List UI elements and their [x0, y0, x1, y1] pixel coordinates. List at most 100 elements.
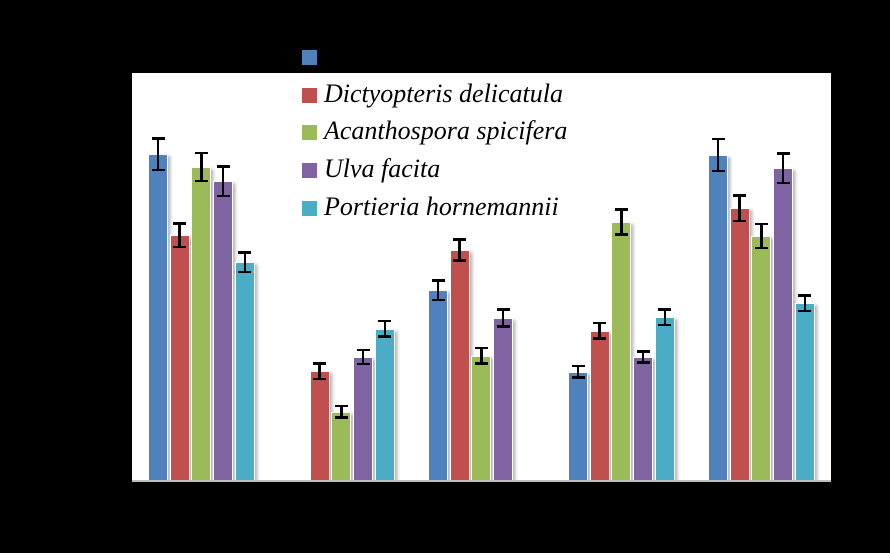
error-line [361, 348, 365, 366]
error-cap-bottom [216, 194, 230, 198]
error-cap-bottom [356, 362, 370, 366]
legend-item-5: Portieria hornemannii [302, 189, 567, 227]
error-bar-series2-group2 [334, 404, 348, 419]
error-line [221, 165, 225, 198]
error-line [200, 151, 203, 183]
legend-swatch-icon [302, 87, 317, 103]
bar-series3-group4 [633, 357, 654, 481]
error-cap-bottom [614, 233, 628, 236]
error-bar-series1-group2 [313, 362, 327, 380]
error-bar-series2-group5 [754, 222, 768, 250]
error-cap-bottom [431, 298, 445, 302]
bar-series1-group3 [449, 249, 470, 481]
error-bar-series3-group5 [776, 152, 790, 185]
error-line [760, 222, 763, 250]
error-line [576, 364, 580, 379]
error-bar-series4-group1 [238, 251, 252, 274]
error-cap-bottom [636, 361, 650, 364]
error-line [598, 321, 601, 340]
bar-series1-group4 [589, 330, 610, 481]
error-line [716, 137, 720, 173]
error-cap-bottom [313, 377, 327, 380]
error-line [738, 194, 741, 223]
error-cap-bottom [571, 376, 585, 379]
error-cap-bottom [754, 246, 768, 250]
error-line [243, 251, 247, 274]
error-bar-series4-group5 [798, 294, 812, 313]
error-cap-bottom [658, 323, 672, 326]
error-line [340, 404, 343, 419]
error-cap-bottom [173, 245, 187, 249]
error-bar-series3-group2 [356, 348, 370, 366]
legend-item-1 [302, 39, 567, 77]
bar-series0-group1 [148, 154, 168, 481]
error-bar-series1-group1 [173, 222, 187, 249]
error-line [663, 308, 667, 326]
error-line [458, 238, 461, 262]
error-line [178, 222, 181, 249]
legend-label: Acanthospora spicifera [324, 116, 568, 146]
bar-series0-group4 [568, 371, 588, 481]
error-bar-series0-group3 [431, 279, 445, 302]
error-bar-series4-group4 [658, 308, 672, 326]
bar-series4-group2 [374, 328, 395, 481]
error-bar-series1-group5 [733, 194, 747, 223]
error-line [436, 279, 440, 302]
legend-swatch-icon [302, 50, 317, 66]
legend-item-2: Dictyopteris delicatula [302, 77, 567, 115]
error-bar-series3-group1 [216, 165, 230, 198]
bar-series3-group3 [493, 317, 514, 481]
bar-series2-group3 [471, 355, 492, 481]
bar-series1-group5 [729, 208, 750, 481]
error-line [501, 308, 505, 328]
legend-label: Portieria hornemannii [324, 191, 559, 221]
bar-series3-group2 [353, 357, 374, 481]
bar-series2-group5 [751, 236, 772, 481]
error-line [781, 152, 785, 185]
error-cap-bottom [194, 179, 208, 183]
bar-series0-group3 [428, 290, 448, 481]
legend-swatch-icon [302, 200, 317, 216]
error-bar-series3-group4 [636, 350, 650, 364]
legend: Dictyopteris delicatula Acanthospora spic… [302, 39, 567, 227]
error-bar-series1-group4 [593, 321, 607, 340]
error-line [156, 137, 160, 172]
bar-series2-group4 [611, 222, 632, 481]
error-cap-bottom [593, 337, 607, 340]
error-line [641, 350, 645, 364]
error-line [383, 319, 387, 338]
error-bar-series1-group3 [453, 238, 467, 262]
error-cap-bottom [798, 309, 812, 313]
error-cap-bottom [776, 181, 790, 185]
legend-label: Ulva facita [324, 154, 441, 184]
legend-swatch-icon [302, 125, 317, 141]
error-bar-series3-group3 [496, 308, 510, 328]
error-bar-series2-group4 [614, 208, 628, 236]
error-bar-series4-group2 [378, 319, 392, 338]
error-cap-bottom [378, 335, 392, 338]
legend-item-3: Acanthospora spicifera [302, 114, 567, 152]
bar-series1-group2 [309, 371, 330, 481]
error-line [318, 362, 321, 380]
error-cap-bottom [711, 169, 725, 173]
legend-item-4: Ulva facita [302, 152, 567, 190]
bar-series0-group5 [708, 155, 728, 481]
bar-series4-group1 [234, 262, 255, 481]
error-cap-bottom [334, 416, 348, 419]
bar-series4-group5 [794, 303, 815, 481]
error-cap-bottom [453, 259, 467, 262]
error-cap-bottom [238, 270, 252, 274]
error-bar-series0-group1 [151, 137, 165, 172]
plot-area [132, 73, 831, 482]
legend-label: Dictyopteris delicatula [324, 78, 564, 108]
error-line [803, 294, 807, 313]
error-line [620, 208, 623, 236]
bar-series4-group4 [654, 317, 675, 481]
error-bar-series0-group4 [571, 364, 585, 379]
bar-series1-group1 [169, 235, 190, 481]
error-cap-bottom [733, 219, 747, 223]
error-bar-series2-group1 [194, 151, 208, 183]
error-bar-series2-group3 [474, 346, 488, 365]
error-cap-bottom [474, 362, 488, 365]
